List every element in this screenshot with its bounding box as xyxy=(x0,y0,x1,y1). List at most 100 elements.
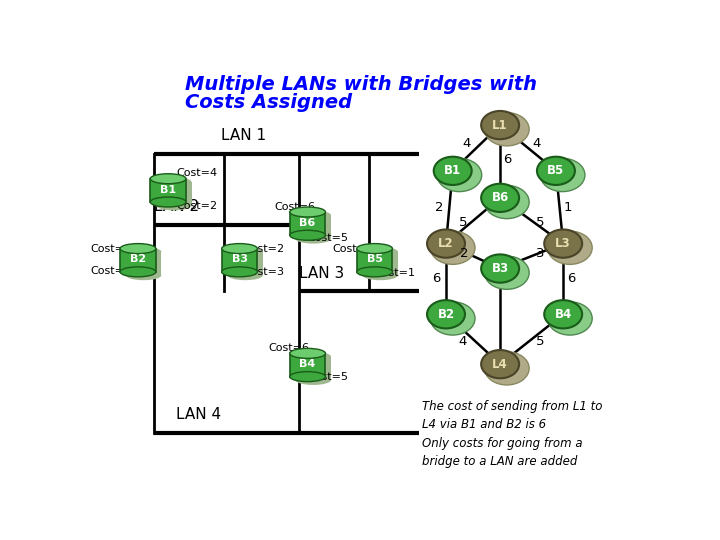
FancyBboxPatch shape xyxy=(126,252,161,275)
FancyBboxPatch shape xyxy=(356,248,392,272)
Ellipse shape xyxy=(356,267,392,277)
Text: Cost=2: Cost=2 xyxy=(176,201,217,211)
Text: B4: B4 xyxy=(300,359,316,369)
Text: LAN 4: LAN 4 xyxy=(176,407,222,422)
Text: 4: 4 xyxy=(459,335,467,348)
Circle shape xyxy=(547,231,593,265)
Text: Cost=6: Cost=6 xyxy=(90,244,131,254)
Ellipse shape xyxy=(295,211,331,220)
Text: 5: 5 xyxy=(536,335,544,348)
FancyBboxPatch shape xyxy=(362,252,398,275)
Text: LAN 1: LAN 1 xyxy=(221,128,266,143)
Text: 6: 6 xyxy=(567,273,576,286)
Circle shape xyxy=(481,350,519,379)
Ellipse shape xyxy=(228,247,263,257)
Text: Cost=5: Cost=5 xyxy=(307,233,348,243)
Circle shape xyxy=(540,158,585,192)
Circle shape xyxy=(437,158,482,192)
Text: B6: B6 xyxy=(300,218,316,228)
Text: B4: B4 xyxy=(554,308,572,321)
Text: B3: B3 xyxy=(232,254,248,265)
Circle shape xyxy=(481,254,519,282)
FancyBboxPatch shape xyxy=(150,179,186,202)
Circle shape xyxy=(485,185,529,219)
Ellipse shape xyxy=(289,230,325,240)
Text: 1: 1 xyxy=(564,201,572,214)
Text: 4: 4 xyxy=(462,137,471,150)
Text: Costs Assigned: Costs Assigned xyxy=(185,93,352,112)
Text: Cost=6: Cost=6 xyxy=(274,202,315,212)
Ellipse shape xyxy=(295,352,331,362)
Ellipse shape xyxy=(120,267,156,277)
Ellipse shape xyxy=(120,244,156,254)
FancyBboxPatch shape xyxy=(228,252,263,275)
Ellipse shape xyxy=(228,270,263,280)
Ellipse shape xyxy=(150,197,186,207)
Text: Cost=5: Cost=5 xyxy=(307,373,348,382)
Circle shape xyxy=(547,302,593,335)
Text: 2: 2 xyxy=(435,201,444,214)
FancyBboxPatch shape xyxy=(289,212,325,235)
Text: B3: B3 xyxy=(492,262,509,275)
Text: Cost=6: Cost=6 xyxy=(269,343,310,353)
Circle shape xyxy=(433,157,472,185)
Text: B2: B2 xyxy=(438,308,454,321)
Ellipse shape xyxy=(222,244,258,254)
Text: Cost=4: Cost=4 xyxy=(176,168,217,178)
Ellipse shape xyxy=(156,177,192,187)
Text: B5: B5 xyxy=(547,164,564,177)
Circle shape xyxy=(544,230,582,258)
FancyBboxPatch shape xyxy=(222,248,258,272)
Ellipse shape xyxy=(362,270,398,280)
Text: L3: L3 xyxy=(555,237,571,250)
Circle shape xyxy=(485,352,529,385)
Text: Cost=4: Cost=4 xyxy=(90,266,131,275)
Circle shape xyxy=(481,111,519,139)
Circle shape xyxy=(427,300,465,328)
Circle shape xyxy=(537,157,575,185)
Circle shape xyxy=(485,113,529,146)
Circle shape xyxy=(544,300,582,328)
FancyBboxPatch shape xyxy=(120,248,156,272)
Circle shape xyxy=(485,256,529,289)
Text: 5: 5 xyxy=(459,217,467,230)
Ellipse shape xyxy=(295,234,331,244)
Ellipse shape xyxy=(289,348,325,359)
Text: Cost=1: Cost=1 xyxy=(374,268,415,278)
Circle shape xyxy=(481,184,519,212)
Text: B2: B2 xyxy=(130,254,146,265)
FancyBboxPatch shape xyxy=(295,215,331,239)
Text: Cost=4: Cost=4 xyxy=(333,244,374,254)
Ellipse shape xyxy=(156,200,192,211)
Text: B6: B6 xyxy=(492,191,509,204)
Circle shape xyxy=(431,302,475,335)
Ellipse shape xyxy=(295,375,331,385)
Text: LAN 3: LAN 3 xyxy=(300,266,344,281)
Text: 3: 3 xyxy=(536,247,544,260)
Ellipse shape xyxy=(126,270,161,280)
Text: B1: B1 xyxy=(160,185,176,194)
Ellipse shape xyxy=(222,267,258,277)
Text: L4: L4 xyxy=(492,357,508,370)
Text: Cost=2: Cost=2 xyxy=(243,244,284,254)
Text: L1: L1 xyxy=(492,119,508,132)
Text: Multiple LANs with Bridges with: Multiple LANs with Bridges with xyxy=(185,75,537,94)
Text: 6: 6 xyxy=(503,153,511,166)
Text: 5: 5 xyxy=(536,217,544,230)
Ellipse shape xyxy=(289,372,325,382)
FancyBboxPatch shape xyxy=(156,182,192,205)
Ellipse shape xyxy=(126,247,161,257)
Text: L2: L2 xyxy=(438,237,454,250)
Text: 2: 2 xyxy=(461,247,469,260)
Circle shape xyxy=(431,231,475,265)
Text: Cost=3: Cost=3 xyxy=(243,267,284,277)
FancyBboxPatch shape xyxy=(289,353,325,377)
Circle shape xyxy=(427,230,465,258)
Text: B1: B1 xyxy=(444,164,462,177)
Text: LAN 2: LAN 2 xyxy=(154,199,199,214)
Ellipse shape xyxy=(362,247,398,257)
Text: 4: 4 xyxy=(532,137,541,150)
Ellipse shape xyxy=(289,207,325,217)
FancyBboxPatch shape xyxy=(295,357,331,380)
Ellipse shape xyxy=(356,244,392,254)
